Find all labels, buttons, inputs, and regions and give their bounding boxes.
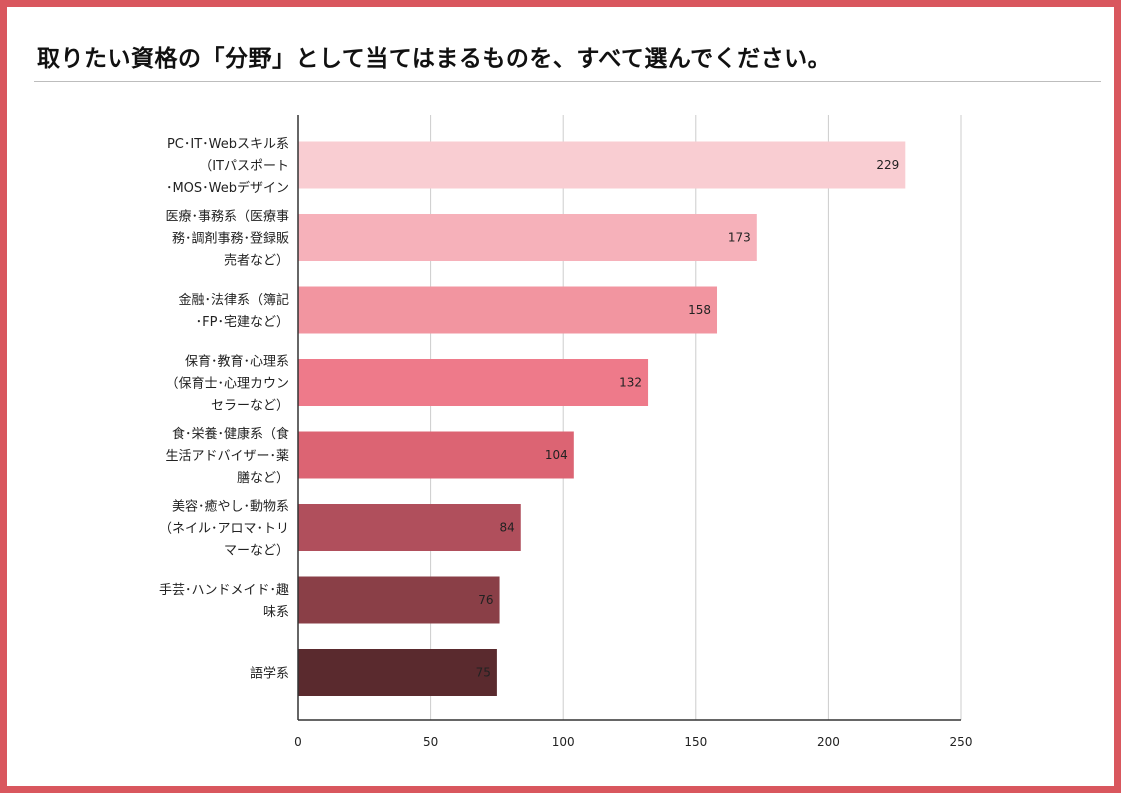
- category-label: PC･IT･Webスキル系 （ITパスポート ･MOS･Webデザイン: [166, 137, 289, 196]
- chart-title: 取りたい資格の「分野」として当てはまるものを、すべて選んでください。: [37, 46, 832, 72]
- bar: [298, 214, 757, 261]
- category-label-line: （保育士･心理カウン: [165, 376, 289, 392]
- bar: [298, 286, 718, 334]
- category-label-line: PC･IT･Webスキル系: [167, 137, 289, 152]
- category-label-line: 金融･法律系（簿記: [178, 292, 289, 308]
- bar: [298, 359, 649, 406]
- category-label-line: 務･調剤事務･登録販: [172, 231, 289, 247]
- category-label: 手芸･ハンドメイド･趣味系: [159, 582, 289, 620]
- bar-value-label: 84: [499, 521, 514, 535]
- bar: [298, 431, 574, 479]
- x-tick-label: 250: [950, 735, 973, 749]
- bar: [298, 576, 500, 624]
- bar-chart: 0 50 100 150 200 250 229 PC･IT･Webスキル系 （ITパスポート ･…: [159, 115, 973, 749]
- category-label: 語学系: [250, 666, 289, 682]
- category-label-line: 語学系: [250, 666, 289, 682]
- bar-value-label: 158: [688, 303, 711, 317]
- bar: [298, 504, 521, 551]
- category-label-line: 手芸･ハンドメイド･趣: [159, 582, 289, 598]
- category-label-line: セラーなど）: [211, 399, 289, 414]
- category-label-line: ･FP･宅建など）: [196, 315, 289, 330]
- x-tick-label: 50: [423, 735, 438, 749]
- bar-value-label: 76: [478, 593, 493, 607]
- category-label-line: （ネイル･アロマ･トリ: [159, 522, 289, 537]
- category-label: 食･栄養･健康系（食生活アドバイザー･薬膳など）: [165, 426, 289, 486]
- x-tick-label: 0: [294, 735, 302, 749]
- category-label-line: 保育･教育･心理系: [185, 354, 289, 370]
- category-label: 美容･癒やし･動物系 （ネイル･アロマ･トリマーなど）: [159, 499, 289, 559]
- title-divider: [34, 81, 1101, 82]
- category-label-line: 売者など）: [224, 253, 289, 269]
- category-label: 医療･事務系（医療事務･調剤事務･登録販売者など）: [165, 210, 289, 269]
- category-label-line: 膳など）: [237, 470, 289, 486]
- category-label-line: 生活アドバイザー･薬: [165, 449, 289, 464]
- x-tick-label: 150: [684, 735, 707, 749]
- x-tick-label: 100: [552, 735, 575, 749]
- bar: [298, 649, 497, 696]
- category-label-line: ･MOS･Webデザイン: [166, 180, 289, 196]
- category-label-line: 食･栄養･健康系（食: [172, 426, 289, 442]
- x-tick-label: 200: [817, 735, 840, 749]
- category-label: 金融･法律系（簿記 ･FP･宅建など）: [178, 292, 289, 330]
- category-label: 保育･教育･心理系 （保育士･心理カウンセラーなど）: [165, 354, 289, 414]
- bar: [298, 141, 906, 189]
- bar-value-label: 229: [876, 158, 899, 172]
- bar-value-label: 75: [476, 666, 491, 680]
- bar-value-label: 173: [728, 231, 751, 245]
- category-label-line: マーなど）: [224, 544, 289, 559]
- category-label-line: 味系: [263, 605, 289, 620]
- bar-value-label: 132: [619, 376, 642, 390]
- category-label-line: （ITパスポート: [199, 159, 289, 174]
- category-label-line: 医療･事務系（医療事: [165, 210, 289, 225]
- category-label-line: 美容･癒やし･動物系: [172, 499, 289, 515]
- bar-value-label: 104: [545, 448, 568, 462]
